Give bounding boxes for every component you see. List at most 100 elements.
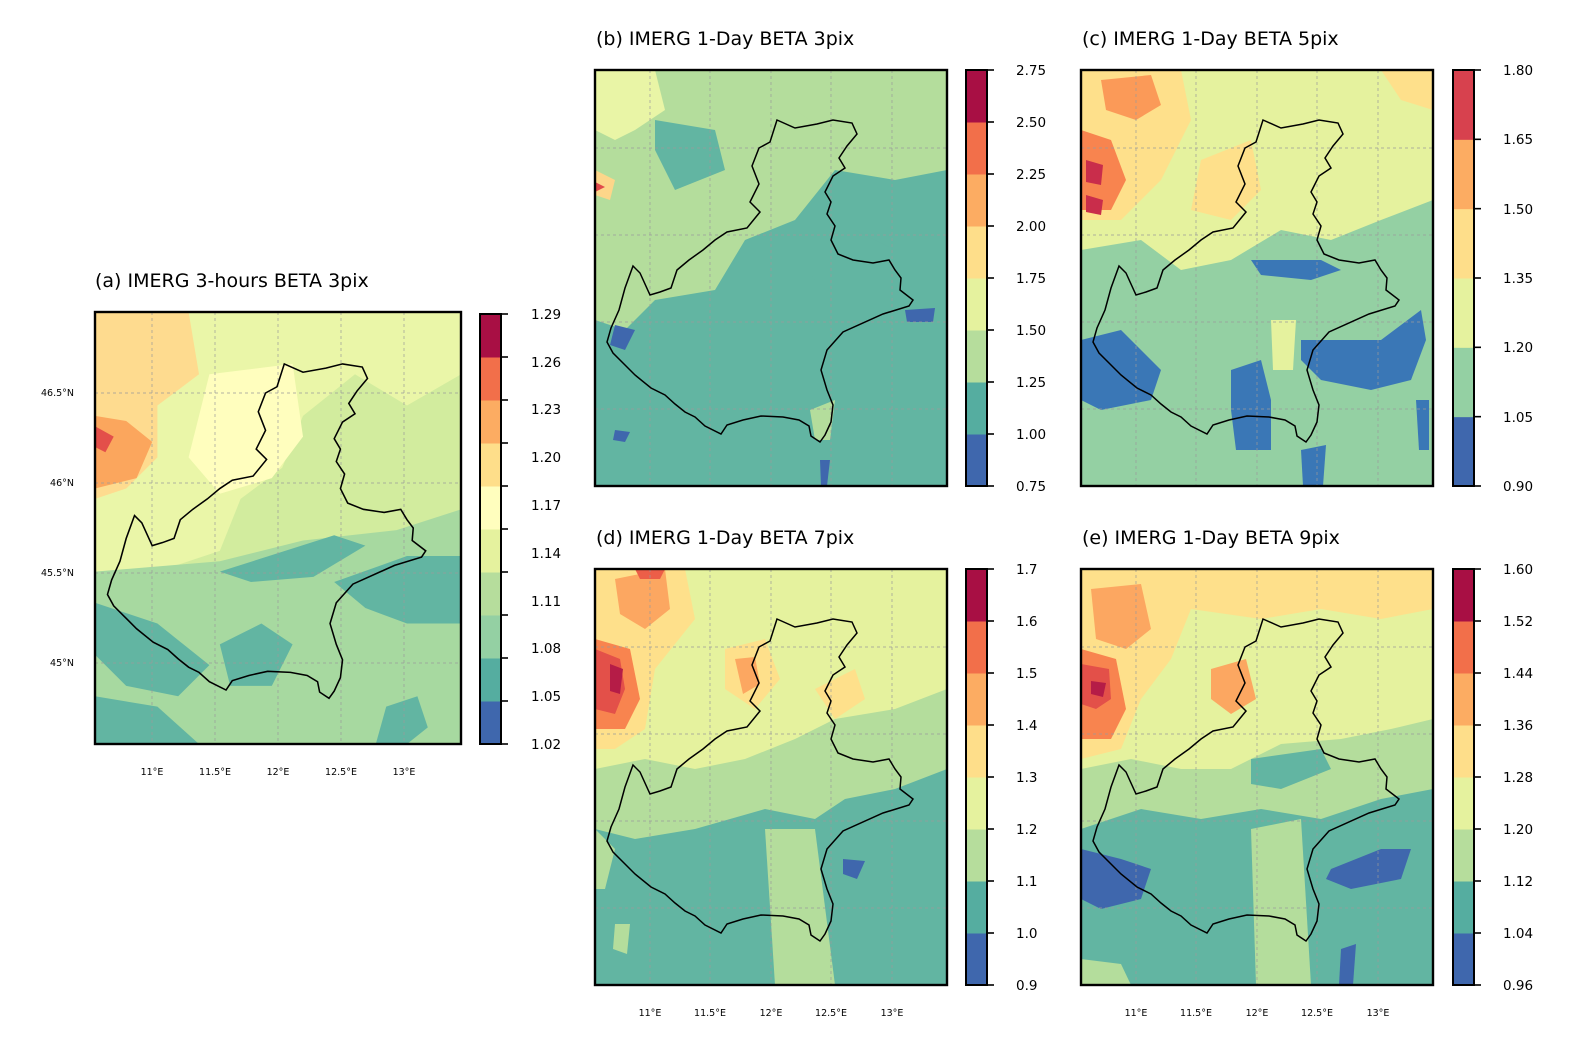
colorbar-segments <box>480 314 501 745</box>
colorbar-tick-label: 1.11 <box>531 594 561 610</box>
colorbar-tick-label: 1.6 <box>1016 614 1037 630</box>
field-zone <box>595 182 605 192</box>
colorbar-tick-label: 1.12 <box>1503 874 1533 890</box>
colorbar-tick-label: 0.9 <box>1016 978 1037 994</box>
colorbar-tick-label: 0.75 <box>1016 479 1046 495</box>
colorbar-segment <box>1453 208 1474 279</box>
colorbar-segments <box>1453 70 1474 487</box>
colorbar-segment <box>480 615 501 659</box>
colorbar-segment <box>966 933 987 986</box>
lon-label: 11°E <box>141 767 164 778</box>
field-zone <box>95 696 199 744</box>
field-zone <box>1081 959 1131 985</box>
field-zone <box>1211 659 1256 714</box>
colorbar-segment <box>480 529 501 573</box>
colorbar-tick-label: 1.14 <box>531 546 561 562</box>
field-zone <box>810 400 835 440</box>
colorbar-tick-label: 1.80 <box>1503 63 1533 79</box>
colorbar-segment <box>966 174 987 227</box>
field-zone <box>1381 70 1433 110</box>
colorbar-segments <box>966 70 987 487</box>
colorbar-segment <box>480 357 501 401</box>
lon-label: 13°E <box>881 1008 904 1019</box>
field-zone <box>1081 130 1126 210</box>
colorbar-segment <box>1453 70 1474 140</box>
field-zone <box>1301 445 1326 486</box>
colorbar-segments <box>1453 569 1474 986</box>
field-zone <box>905 308 935 322</box>
colorbar-segment <box>966 829 987 882</box>
field-zone <box>1101 75 1161 120</box>
colorbar-segment <box>1453 777 1474 830</box>
panel-b-frame <box>593 68 949 488</box>
colorbar-tick-label: 1.20 <box>1503 340 1533 356</box>
colorbar-segment <box>966 673 987 726</box>
colorbar-tick-label: 1.2 <box>1016 822 1037 838</box>
field-zone <box>188 363 303 494</box>
lon-label: 12°E <box>267 767 290 778</box>
colorbar-tick-label: 1.50 <box>1503 202 1533 218</box>
panel-d-colorbar: 1.7 1.6 1.5 1.4 1.3 1.2 1.1 1.0 0.9 <box>965 562 1037 994</box>
panel-c-region-boundary <box>1092 118 1401 444</box>
colorbar-tick-label: 1.75 <box>1016 271 1046 287</box>
field-zone <box>820 460 830 486</box>
colorbar-segment <box>480 400 501 444</box>
field-zone <box>610 325 635 350</box>
field-zone <box>1251 260 1341 280</box>
field-zone <box>655 120 725 190</box>
colorbar-segment <box>1453 416 1474 487</box>
colorbar-segment <box>1453 933 1474 986</box>
colorbar-segments <box>966 569 987 986</box>
panel-a-lat-labels: 46.5°N 46°N 45.5°N 45°N <box>41 388 74 669</box>
colorbar-tick-label: 1.35 <box>1503 271 1533 287</box>
colorbar-segment <box>966 725 987 778</box>
colorbar-tick-label: 1.5 <box>1016 666 1037 682</box>
panel-a: (a) IMERG 3-hours BETA 3pix <box>41 270 561 778</box>
panel-e-gridlines <box>1081 569 1433 985</box>
panel-a-frame <box>93 310 463 746</box>
field-zone <box>95 426 114 453</box>
field-zone <box>615 569 670 629</box>
lon-label: 11.5°E <box>694 1008 726 1019</box>
panel-b-region-boundary <box>606 118 915 444</box>
colorbar-segment <box>966 382 987 435</box>
field-zone <box>795 230 895 280</box>
panel-c-title: (c) IMERG 1-Day BETA 5pix <box>1082 28 1339 50</box>
field-zone <box>1086 160 1103 185</box>
panel-d: (d) IMERG 1-Day BETA 7pix <box>593 527 1037 1019</box>
colorbar-segment <box>1453 829 1474 882</box>
colorbar-segment <box>480 572 501 616</box>
field-zone <box>1231 360 1271 450</box>
colorbar-segment <box>966 226 987 279</box>
lon-label: 12.5°E <box>325 767 357 778</box>
colorbar-tick-label: 1.65 <box>1503 132 1533 148</box>
colorbar-segment <box>480 486 501 530</box>
colorbar-tick-label: 1.36 <box>1503 718 1533 734</box>
field-zone <box>1081 569 1433 759</box>
lat-label: 46°N <box>50 478 74 489</box>
field-zone <box>1091 681 1106 697</box>
field-zone <box>735 110 825 190</box>
lon-label: 12.5°E <box>1301 1008 1333 1019</box>
panel-d-map <box>595 569 947 985</box>
lon-label: 12°E <box>1246 1008 1269 1019</box>
lat-label: 45.5°N <box>41 568 74 579</box>
field-zone <box>595 70 665 140</box>
field-zone <box>1086 195 1103 215</box>
field-zone <box>1271 320 1296 370</box>
colorbar-tick-label: 1.1 <box>1016 874 1037 890</box>
panel-e-frame <box>1079 567 1435 987</box>
panel-a-lon-labels: 11°E 11.5°E 12°E 12.5°E 13°E <box>141 767 416 778</box>
colorbar-tick-label: 1.08 <box>531 641 561 657</box>
colorbar-segment <box>1453 278 1474 348</box>
colorbar-tick-label: 1.04 <box>1503 926 1533 942</box>
field-zone <box>1251 819 1311 985</box>
colorbar-tick-label: 1.50 <box>1016 323 1046 339</box>
field-zone <box>613 924 630 954</box>
panel-d-region-boundary <box>606 617 915 943</box>
colorbar-segment <box>966 621 987 674</box>
colorbar-tick-label: 1.44 <box>1503 666 1533 682</box>
field-zone <box>635 569 665 579</box>
colorbar-segment <box>1453 347 1474 418</box>
colorbar-tick-label: 1.60 <box>1503 562 1533 578</box>
